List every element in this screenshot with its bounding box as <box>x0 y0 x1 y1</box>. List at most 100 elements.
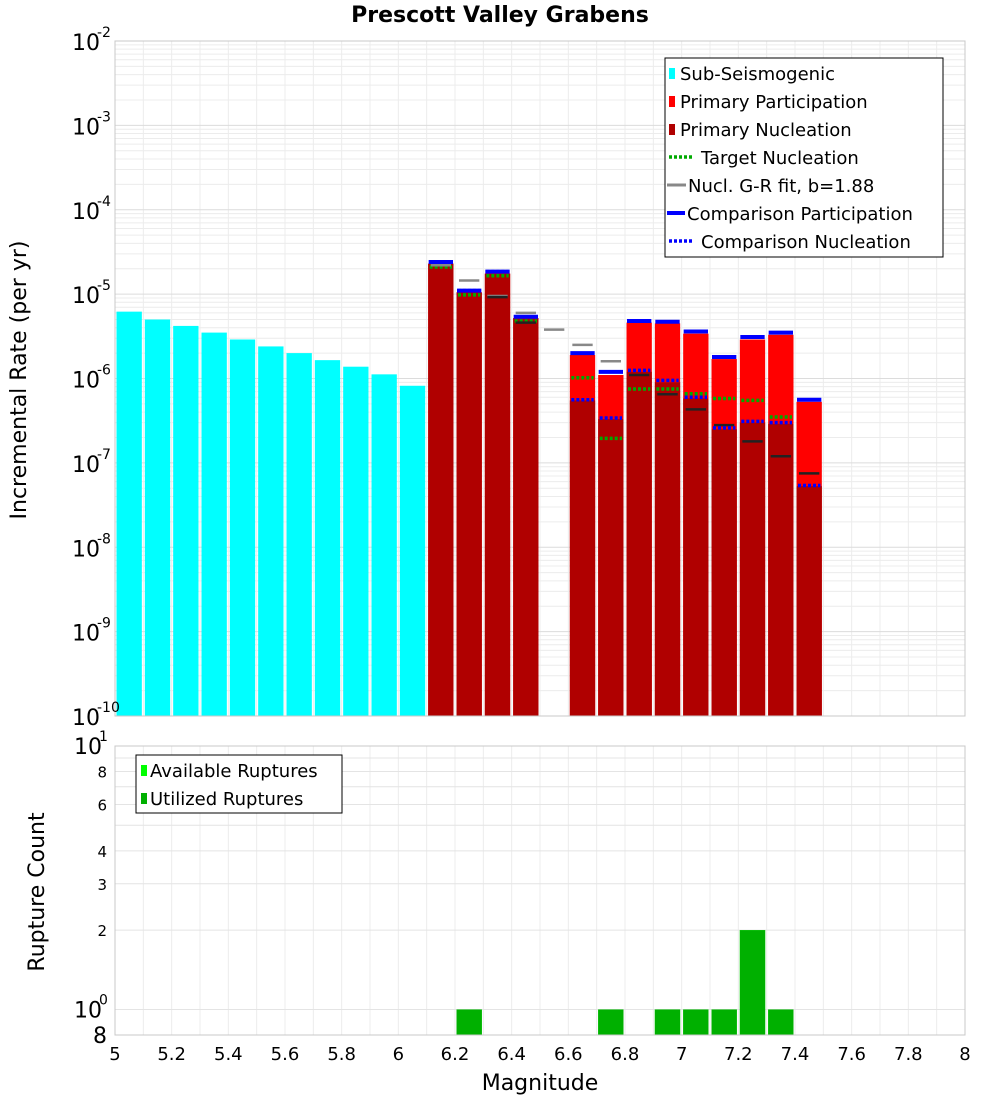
legend-label: Sub-Seismogenic <box>680 64 835 85</box>
rate-bar <box>173 325 199 716</box>
bottom-y-tick-base: 10 <box>74 735 102 760</box>
legend-label: Nucl. G-R fit, b=1.88 <box>688 176 874 197</box>
bottom-gridlines <box>114 745 966 1035</box>
rate-bar <box>739 422 766 716</box>
top-y-tick-exponent: -3 <box>97 109 111 125</box>
top-y-tick: 10-5 <box>72 278 111 309</box>
top-legend-entries: Sub-Seismogenic Primary Participation Prim… <box>667 64 913 253</box>
top-y-tick-base: 10 <box>72 537 100 562</box>
rate-bar <box>484 273 511 716</box>
top-bars <box>116 263 822 716</box>
x-tick-label: 6.4 <box>497 1044 526 1065</box>
top-y-tick-exponent: -5 <box>97 278 111 294</box>
rate-bar <box>428 263 454 716</box>
bottom-legend-entry: Available Ruptures <box>141 761 318 782</box>
legend-swatch <box>141 765 147 776</box>
rate-bar <box>343 366 369 716</box>
x-tick-label: 6 <box>393 1044 404 1065</box>
legend-label: Primary Nucleation <box>680 120 852 141</box>
top-legend-entry: Nucl. G-R fit, b=1.88 <box>667 176 874 197</box>
top-y-ticks: 10-210-310-410-510-610-710-810-910-10 <box>72 25 120 731</box>
top-panel: 10-210-310-410-510-610-710-810-910-10 In… <box>7 25 966 731</box>
top-y-tick-base: 10 <box>72 706 100 731</box>
top-y-tick-exponent: -10 <box>97 700 120 716</box>
bottom-y-minor-tick: 4 <box>97 843 107 861</box>
rate-bar <box>513 318 539 716</box>
rate-bar <box>399 385 426 716</box>
legend-swatch <box>669 68 675 79</box>
x-tick-label: 7 <box>676 1044 687 1065</box>
legend-swatch <box>669 124 675 135</box>
rate-bar <box>626 371 652 716</box>
x-axis-label: Magnitude <box>482 1071 599 1096</box>
top-y-tick: 10-3 <box>72 109 111 140</box>
rate-bar <box>598 419 624 716</box>
rate-bar <box>456 292 482 716</box>
x-tick-label: 7.8 <box>894 1044 923 1065</box>
top-legend-box <box>664 57 944 258</box>
top-y-tick-base: 10 <box>72 115 100 140</box>
rate-bar <box>258 346 284 716</box>
top-legend-entry: Comparison Nucleation <box>669 232 911 253</box>
rate-bar <box>654 382 681 716</box>
rate-bar <box>711 429 737 716</box>
rate-bar <box>683 398 709 716</box>
top-y-tick-exponent: -4 <box>97 194 111 210</box>
x-tick-label: 6.8 <box>611 1044 640 1065</box>
legend-label: Available Ruptures <box>150 761 318 782</box>
x-tick-label: 5.2 <box>157 1044 186 1065</box>
rate-bar <box>796 486 822 716</box>
x-ticks: 5 5.2 5.4 5.6 5.8 6 6.2 6.4 6.6 6.8 7 7.2 7.4 7.6 7.8 8 <box>109 1044 970 1065</box>
x-tick-label: 6.6 <box>554 1044 583 1065</box>
top-legend-entry: Comparison Participation <box>667 204 913 225</box>
rate-bar <box>116 311 142 716</box>
legend-label: Utilized Ruptures <box>150 789 303 810</box>
top-y-tick: 10-10 <box>72 700 120 731</box>
top-legend-entry: Primary Participation <box>669 92 868 113</box>
rupture-bar <box>768 1009 794 1035</box>
top-y-tick-base: 10 <box>72 200 100 225</box>
top-y-tick-base: 10 <box>72 622 100 647</box>
top-y-tick: 10-2 <box>72 25 111 56</box>
bottom-bars <box>456 930 794 1035</box>
rate-bar <box>286 353 312 716</box>
x-tick-label: 5.4 <box>214 1044 243 1065</box>
rate-bar <box>371 374 397 716</box>
x-tick-label: 5.6 <box>271 1044 300 1065</box>
top-y-tick-base: 10 <box>72 284 100 309</box>
top-y-tick-base: 10 <box>72 31 100 56</box>
top-y-tick: 10-6 <box>72 363 111 394</box>
rupture-bar <box>456 1009 482 1035</box>
bottom-y-axis-label: Rupture Count <box>25 812 50 972</box>
bottom-y-major-tick: 101 <box>74 729 108 760</box>
top-legend: Sub-Seismogenic Primary Participation Prim… <box>664 57 944 258</box>
bottom-y-minor-tick: 2 <box>97 922 107 940</box>
rupture-bar <box>739 930 766 1035</box>
x-tick-label: 7.6 <box>837 1044 866 1065</box>
legend-label: Comparison Nucleation <box>701 232 911 253</box>
rate-bar <box>201 332 227 716</box>
x-tick-label: 7.2 <box>724 1044 753 1065</box>
rate-bar <box>569 400 596 716</box>
legend-swatch <box>141 793 147 804</box>
rupture-bar <box>654 1009 681 1035</box>
legend-swatch <box>669 96 675 107</box>
legend-label: Primary Participation <box>680 92 868 113</box>
bottom-legend-entry: Utilized Ruptures <box>141 789 303 810</box>
top-y-tick-exponent: -9 <box>97 616 111 632</box>
bottom-y-minor-tick: 8 <box>97 764 107 782</box>
top-y-tick-exponent: -2 <box>97 25 111 41</box>
bottom-y-major-tick: 100 <box>74 992 108 1023</box>
top-y-tick: 10-9 <box>72 616 111 647</box>
top-y-tick-exponent: -8 <box>97 531 111 547</box>
top-y-tick-base: 10 <box>72 369 100 394</box>
rupture-bar <box>711 1009 737 1035</box>
top-y-tick-base: 10 <box>72 453 100 478</box>
bottom-legend-box <box>135 754 343 814</box>
x-tick-label: 7.4 <box>781 1044 810 1065</box>
top-y-tick: 10-7 <box>72 447 111 478</box>
top-y-tick-exponent: -6 <box>97 363 111 379</box>
bottom-y-minor-tick: 3 <box>97 876 107 894</box>
top-y-tick: 10-8 <box>72 531 111 562</box>
